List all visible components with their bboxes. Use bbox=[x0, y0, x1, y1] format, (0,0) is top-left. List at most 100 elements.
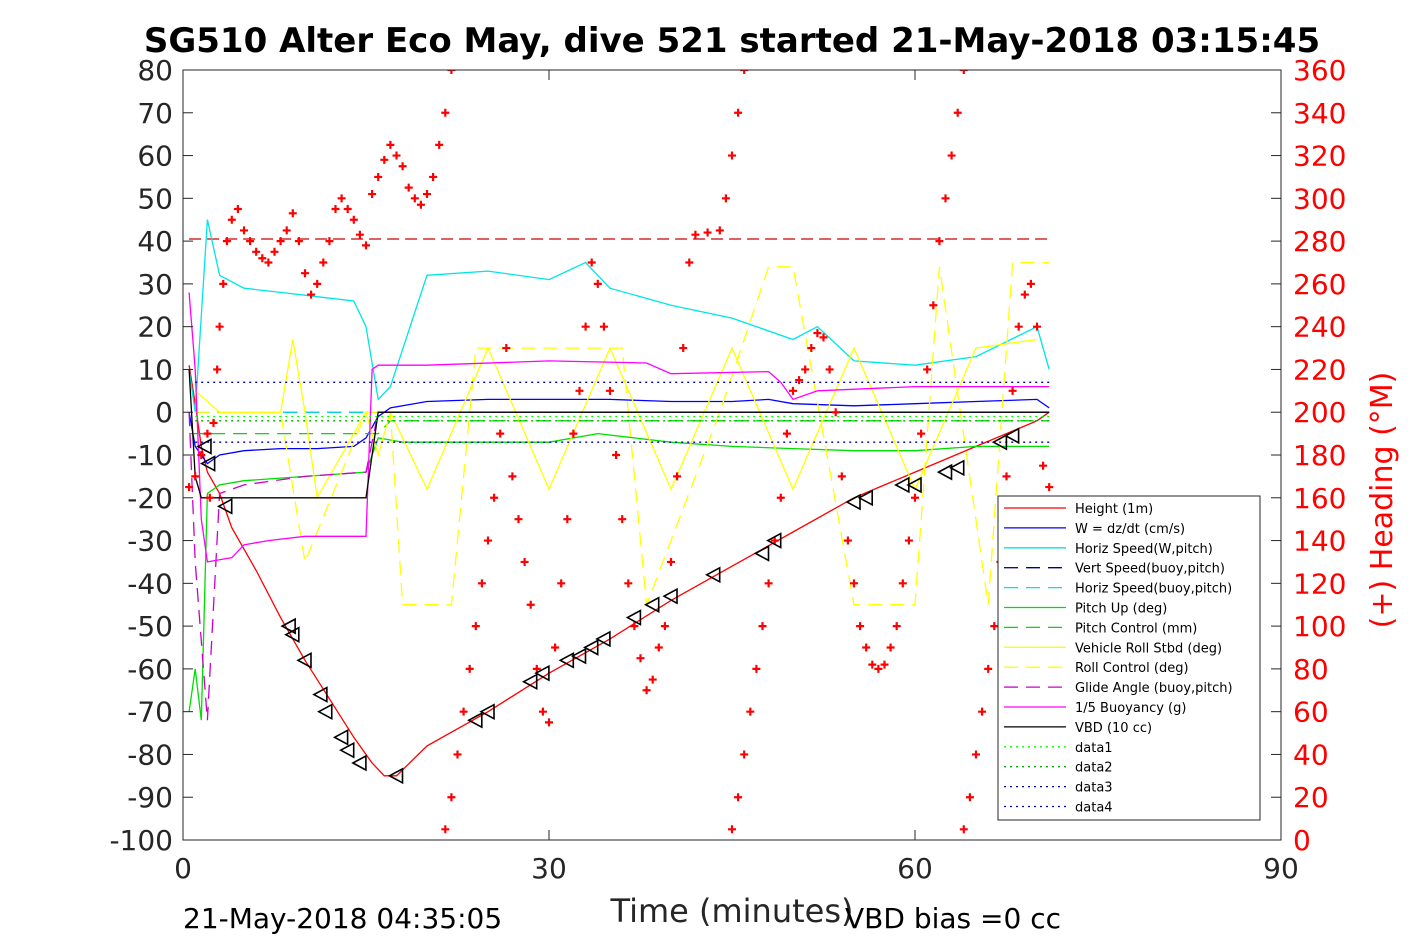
heading-point bbox=[185, 483, 194, 492]
vbd-triangle-marker bbox=[936, 463, 953, 481]
heading-point bbox=[972, 750, 980, 759]
heading-point bbox=[746, 707, 755, 716]
series-vehicle-roll-stbd-deg bbox=[194, 338, 1038, 500]
heading-point bbox=[435, 140, 444, 149]
heading-point bbox=[222, 237, 231, 246]
heading-point bbox=[679, 344, 688, 353]
y2-tick-label: 240 bbox=[1293, 311, 1346, 344]
heading-point bbox=[1045, 483, 1054, 492]
y2-tick-label: 200 bbox=[1293, 396, 1346, 429]
vbd-triangle-marker bbox=[625, 609, 642, 626]
heading-point bbox=[258, 254, 267, 263]
heading-point bbox=[508, 472, 517, 481]
heading-point bbox=[319, 258, 328, 267]
heading-point bbox=[673, 472, 682, 481]
y2-tick-label: 80 bbox=[1293, 653, 1329, 686]
series-roll-control-deg bbox=[195, 261, 1050, 606]
heading-point bbox=[862, 643, 871, 652]
heading-point bbox=[660, 622, 669, 631]
heading-point bbox=[337, 194, 346, 203]
heading-point bbox=[923, 365, 932, 374]
heading-point bbox=[264, 258, 273, 267]
y-tick-label: 40 bbox=[137, 225, 173, 258]
heading-point bbox=[551, 643, 560, 652]
heading-point bbox=[343, 205, 352, 214]
y-tick-label: 70 bbox=[137, 97, 173, 130]
heading-point bbox=[642, 686, 651, 695]
vbd-triangle-marker bbox=[857, 489, 874, 507]
y2-tick-label: 300 bbox=[1293, 182, 1346, 215]
series-glide-angle-buoy-pitch bbox=[188, 411, 1050, 721]
y-tick-label: 0 bbox=[155, 396, 173, 429]
heading-point bbox=[813, 329, 822, 338]
heading-point bbox=[301, 269, 309, 278]
footer-vbd-bias: VBD bias =0 cc bbox=[845, 902, 1061, 935]
heading-point bbox=[313, 279, 322, 288]
y2-tick-label: 340 bbox=[1293, 97, 1346, 130]
heading-point bbox=[990, 622, 999, 631]
heading-point bbox=[465, 664, 474, 673]
vbd-triangle-marker bbox=[949, 459, 965, 477]
heading-point bbox=[965, 793, 974, 802]
heading-point bbox=[526, 600, 535, 609]
y2-tick-label: 260 bbox=[1293, 268, 1346, 301]
vbd-triangle-marker bbox=[199, 455, 216, 472]
vbd-triangle-marker bbox=[387, 767, 404, 785]
heading-point bbox=[368, 190, 377, 199]
series-vbd-10-cc bbox=[188, 369, 1050, 499]
legend-label: data2 bbox=[1075, 761, 1113, 776]
heading-point bbox=[599, 322, 608, 331]
heading-point bbox=[496, 429, 505, 438]
heading-point bbox=[1026, 279, 1035, 288]
heading-point bbox=[782, 429, 791, 438]
heading-point bbox=[831, 408, 840, 417]
legend-label: Vert Speed(buoy,pitch) bbox=[1075, 562, 1225, 577]
vbd-triangle-marker bbox=[558, 651, 575, 669]
vbd-triangle-marker bbox=[766, 532, 782, 549]
legend-label: Vehicle Roll Stbd (deg) bbox=[1075, 641, 1222, 656]
heading-point bbox=[752, 664, 761, 673]
vbd-triangle-marker bbox=[906, 476, 922, 494]
heading-point bbox=[593, 279, 602, 288]
series-pitch-control-mm bbox=[189, 420, 1050, 435]
heading-point bbox=[471, 622, 480, 631]
x-tick-label: 0 bbox=[174, 852, 192, 885]
heading-point bbox=[728, 825, 736, 834]
vbd-triangle-marker bbox=[479, 703, 495, 721]
heading-point bbox=[856, 622, 865, 631]
heading-point bbox=[441, 825, 450, 834]
y2-tick-label: 20 bbox=[1293, 781, 1329, 814]
legend-label: data1 bbox=[1075, 741, 1113, 756]
y2-tick-label: 40 bbox=[1293, 738, 1329, 771]
heading-point bbox=[386, 140, 395, 149]
y2-tick-label: 160 bbox=[1293, 482, 1346, 515]
heading-point bbox=[429, 172, 438, 181]
heading-point bbox=[764, 579, 773, 588]
heading-point bbox=[685, 258, 694, 267]
heading-point bbox=[941, 194, 950, 203]
vbd-triangle-marker bbox=[351, 754, 367, 772]
y2-tick-label: 180 bbox=[1293, 439, 1346, 472]
x-tick-label: 60 bbox=[897, 852, 933, 885]
heading-point bbox=[734, 793, 743, 802]
heading-point bbox=[624, 579, 633, 588]
legend-label: Roll Control (deg) bbox=[1075, 661, 1189, 676]
heading-point bbox=[205, 493, 214, 502]
heading-point bbox=[892, 622, 901, 631]
y-tick-label: -50 bbox=[127, 610, 173, 643]
heading-point bbox=[557, 579, 566, 588]
y-tick-label: -80 bbox=[127, 738, 173, 771]
heading-point bbox=[447, 70, 456, 74]
x-axis-label: Time (minutes) bbox=[610, 892, 854, 930]
heading-point bbox=[1020, 290, 1029, 299]
vbd-triangle-marker bbox=[662, 587, 678, 605]
heading-point bbox=[246, 237, 255, 246]
heading-point bbox=[606, 386, 614, 395]
heading-point bbox=[667, 557, 675, 566]
heading-point bbox=[953, 108, 962, 117]
y2-tick-label: 220 bbox=[1293, 353, 1346, 386]
heading-point bbox=[770, 536, 779, 545]
heading-point bbox=[801, 365, 810, 374]
heading-point bbox=[282, 226, 291, 235]
legend-label: W = dz/dt (cm/s) bbox=[1075, 522, 1185, 537]
